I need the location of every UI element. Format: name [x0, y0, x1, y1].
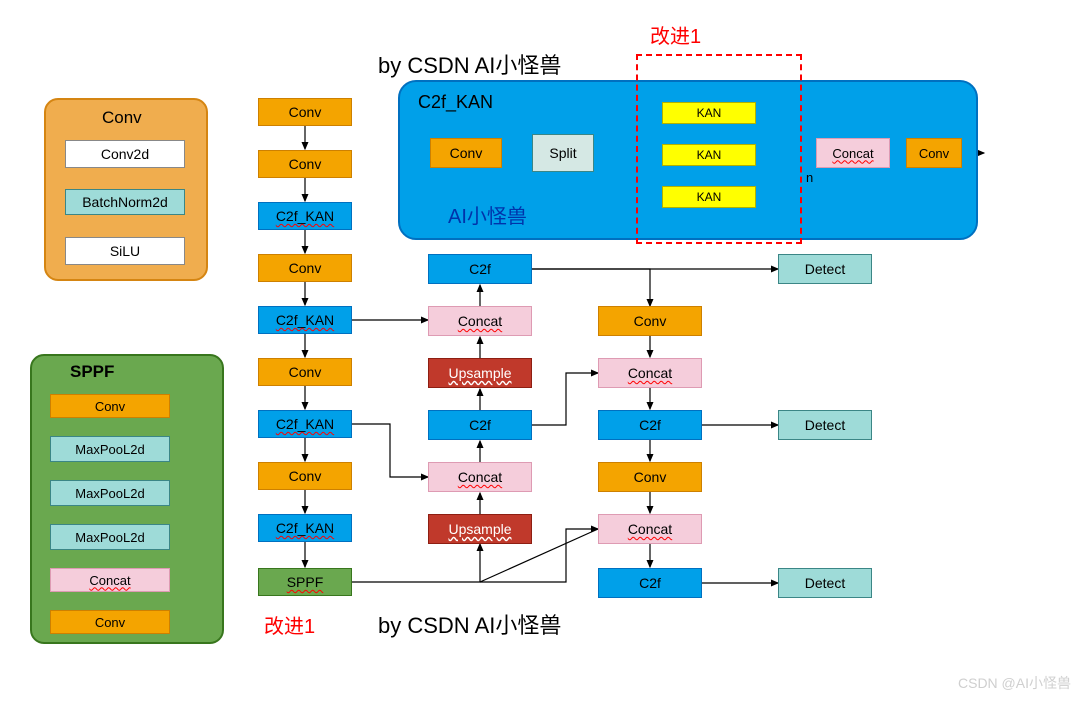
conv-box: Conv	[50, 610, 170, 634]
box-label: Conv	[289, 468, 322, 484]
box-label: Conv	[289, 104, 322, 120]
box-label: Conv	[634, 469, 667, 485]
box-label: C2f_KAN	[276, 520, 334, 536]
conv-panel-title: Conv	[102, 108, 142, 128]
kan-box: KAN	[662, 102, 756, 124]
improve-label-top: 改进1	[650, 20, 701, 49]
conv-box: Conv	[258, 98, 352, 126]
c2f_kan-box: C2f_KAN	[258, 514, 352, 542]
c2f-box: C2f	[598, 410, 702, 440]
box-label: Detect	[805, 575, 845, 591]
box-label: KAN	[697, 148, 722, 162]
box-label: C2f	[639, 575, 661, 591]
box-label: Detect	[805, 417, 845, 433]
box-label: Concat	[458, 313, 502, 329]
box-label: C2f	[469, 261, 491, 277]
upsample-box: Upsample	[428, 358, 532, 388]
maxpool2d-box: MaxPooL2d	[50, 480, 170, 506]
box-label: Conv	[634, 313, 667, 329]
concat-box: Concat	[598, 514, 702, 544]
box-label: SiLU	[110, 243, 140, 259]
c2f-kan-title: C2f_KAN	[418, 92, 493, 113]
box-label: Conv	[289, 156, 322, 172]
kan-box: KAN	[662, 186, 756, 208]
box-label: C2f_KAN	[276, 208, 334, 224]
box-label: Concat	[832, 146, 873, 161]
box-label: C2f_KAN	[276, 416, 334, 432]
n-label: n	[806, 170, 813, 185]
box-label: KAN	[697, 190, 722, 204]
conv-box: Conv	[258, 254, 352, 282]
credit-top: by CSDN AI小怪兽	[378, 48, 561, 80]
box-label: Conv	[95, 615, 125, 630]
split-box: Split	[532, 134, 594, 172]
box-label: Upsample	[448, 365, 511, 381]
maxpool2d-box: MaxPooL2d	[50, 524, 170, 550]
box-label: Concat	[628, 521, 672, 537]
c2f_kan-box: C2f_KAN	[258, 410, 352, 438]
watermark: CSDN @AI小怪兽	[958, 673, 1071, 693]
box-label: Concat	[628, 365, 672, 381]
box-label: Conv	[95, 399, 125, 414]
maxpool2d-box: MaxPooL2d	[50, 436, 170, 462]
conv2d-box: Conv2d	[65, 140, 185, 168]
box-label: Conv	[919, 146, 949, 161]
concat-box: Concat	[428, 306, 532, 336]
sppf-panel-title: SPPF	[70, 362, 114, 382]
conv-box: Conv	[258, 150, 352, 178]
conv-box: Conv	[430, 138, 502, 168]
c2f-box: C2f	[428, 410, 532, 440]
conv-box: Conv	[598, 462, 702, 492]
credit-bottom: by CSDN AI小怪兽	[378, 608, 561, 640]
kan-box: KAN	[662, 144, 756, 166]
box-label: Conv	[289, 364, 322, 380]
concat-box: Concat	[816, 138, 890, 168]
box-label: BatchNorm2d	[82, 194, 168, 210]
box-label: Concat	[458, 469, 502, 485]
box-label: Detect	[805, 261, 845, 277]
box-label: C2f	[639, 417, 661, 433]
box-label: MaxPooL2d	[75, 486, 144, 501]
box-label: MaxPooL2d	[75, 442, 144, 457]
box-label: Split	[549, 145, 576, 161]
box-label: KAN	[697, 106, 722, 120]
conv-box: Conv	[258, 462, 352, 490]
box-label: Conv	[289, 260, 322, 276]
box-label: C2f_KAN	[276, 312, 334, 328]
c2f-box: C2f	[598, 568, 702, 598]
c2f_kan-box: C2f_KAN	[258, 202, 352, 230]
silu-box: SiLU	[65, 237, 185, 265]
batchnorm2d-box: BatchNorm2d	[65, 189, 185, 215]
concat-box: Concat	[50, 568, 170, 592]
conv-box: Conv	[598, 306, 702, 336]
c2f-kan-subtitle: AI小怪兽	[448, 200, 527, 229]
c2f_kan-box: C2f_KAN	[258, 306, 352, 334]
concat-box: Concat	[598, 358, 702, 388]
sppf-box: SPPF	[258, 568, 352, 596]
c2f-box: C2f	[428, 254, 532, 284]
detect-box: Detect	[778, 410, 872, 440]
conv-box: Conv	[258, 358, 352, 386]
box-label: Concat	[89, 573, 130, 588]
detect-box: Detect	[778, 568, 872, 598]
detect-box: Detect	[778, 254, 872, 284]
box-label: MaxPooL2d	[75, 530, 144, 545]
upsample-box: Upsample	[428, 514, 532, 544]
improve-label-bottom: 改进1	[264, 610, 315, 639]
box-label: Upsample	[448, 521, 511, 537]
conv-box: Conv	[906, 138, 962, 168]
box-label: C2f	[469, 417, 491, 433]
concat-box: Concat	[428, 462, 532, 492]
box-label: Conv2d	[101, 146, 149, 162]
box-label: Conv	[450, 145, 483, 161]
box-label: SPPF	[287, 574, 324, 590]
conv-box: Conv	[50, 394, 170, 418]
